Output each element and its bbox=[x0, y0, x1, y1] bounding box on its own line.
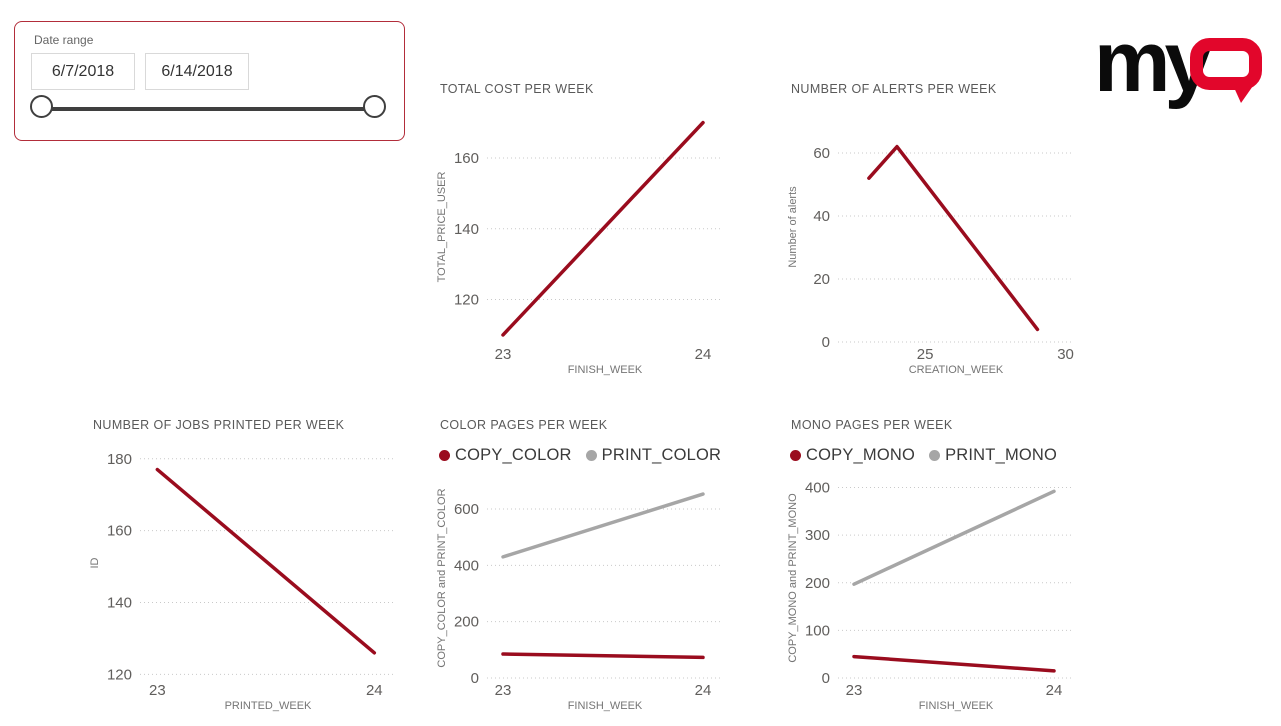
svg-text:160: 160 bbox=[454, 150, 479, 167]
date-range-slicer: Date range bbox=[14, 21, 405, 141]
svg-text:23: 23 bbox=[846, 682, 863, 699]
end-date-input[interactable] bbox=[145, 53, 249, 90]
chart-mono-pages-per-week: MONO PAGES PER WEEK COPY_MONO PRINT_MONO … bbox=[783, 418, 1084, 714]
svg-text:24: 24 bbox=[695, 346, 712, 363]
start-date-input[interactable] bbox=[31, 53, 135, 90]
svg-text:TOTAL_PRICE_USER: TOTAL_PRICE_USER bbox=[436, 172, 448, 283]
svg-text:Number of alerts: Number of alerts bbox=[787, 186, 799, 268]
legend-dot-icon bbox=[790, 449, 801, 461]
legend-item[interactable]: PRINT_COLOR bbox=[585, 445, 722, 465]
svg-text:PRINTED_WEEK: PRINTED_WEEK bbox=[225, 700, 312, 712]
svg-text:200: 200 bbox=[805, 575, 830, 592]
svg-text:23: 23 bbox=[495, 346, 512, 363]
svg-text:24: 24 bbox=[366, 682, 383, 699]
svg-text:140: 140 bbox=[107, 595, 132, 612]
svg-text:23: 23 bbox=[149, 682, 166, 699]
date-slider-track[interactable] bbox=[44, 107, 377, 111]
slicer-label: Date range bbox=[34, 33, 94, 47]
legend-dot-icon bbox=[929, 449, 941, 461]
chart-plot[interactable]: 0 100 200 300 400 23 24 COPY_MONO and PRINT_MON… bbox=[783, 470, 1084, 714]
svg-text:0: 0 bbox=[822, 334, 830, 351]
chart-plot[interactable]: 120 140 160 23 24 TOTAL_PRICE_USER FINISH_WEEK bbox=[432, 104, 733, 378]
legend-item[interactable]: PRINT_MONO bbox=[929, 446, 1057, 465]
svg-text:FINISH_WEEK: FINISH_WEEK bbox=[568, 700, 643, 712]
myq-logo: my bbox=[1094, 14, 1272, 109]
chart-legend: COPY_MONO PRINT_MONO bbox=[783, 440, 1084, 470]
svg-text:400: 400 bbox=[805, 480, 830, 497]
myq-logo-q-icon bbox=[1190, 38, 1262, 103]
legend-item[interactable]: COPY_COLOR bbox=[439, 446, 572, 465]
legend-label: PRINT_COLOR bbox=[601, 445, 722, 464]
date-slider-handle-right[interactable] bbox=[363, 95, 386, 118]
chart-plot[interactable]: 0 20 40 60 25 30 Number of alerts CREATION_WEEK bbox=[783, 104, 1084, 378]
chart-title: NUMBER OF JOBS PRINTED PER WEEK bbox=[93, 418, 345, 432]
svg-text:120: 120 bbox=[107, 666, 132, 683]
svg-text:40: 40 bbox=[813, 208, 830, 225]
svg-text:600: 600 bbox=[454, 501, 479, 518]
svg-text:180: 180 bbox=[107, 451, 132, 468]
chart-title: COLOR PAGES PER WEEK bbox=[440, 418, 608, 432]
legend-dot-icon bbox=[439, 449, 450, 461]
svg-text:300: 300 bbox=[805, 527, 830, 544]
svg-text:24: 24 bbox=[695, 682, 712, 699]
svg-text:140: 140 bbox=[454, 221, 479, 238]
chart-title: TOTAL COST PER WEEK bbox=[440, 82, 594, 96]
chart-color-pages-per-week: COLOR PAGES PER WEEK COPY_COLOR PRINT_COL… bbox=[432, 418, 733, 714]
svg-text:120: 120 bbox=[454, 292, 479, 309]
svg-text:160: 160 bbox=[107, 523, 132, 540]
chart-jobs-printed-per-week: NUMBER OF JOBS PRINTED PER WEEK 120 140 16… bbox=[85, 418, 406, 714]
svg-text:60: 60 bbox=[813, 145, 830, 162]
chart-title: NUMBER OF ALERTS PER WEEK bbox=[791, 82, 997, 96]
chart-total-cost-per-week: TOTAL COST PER WEEK 120 140 160 23 24 TOTAL_P… bbox=[432, 82, 733, 378]
chart-legend: COPY_COLOR PRINT_COLOR bbox=[432, 440, 733, 470]
svg-text:COPY_MONO and PRINT_MONO: COPY_MONO and PRINT_MONO bbox=[787, 493, 799, 663]
svg-text:FINISH_WEEK: FINISH_WEEK bbox=[919, 700, 994, 712]
svg-text:ID: ID bbox=[89, 557, 101, 568]
chart-title: MONO PAGES PER WEEK bbox=[791, 418, 953, 432]
svg-text:25: 25 bbox=[917, 346, 934, 363]
svg-text:24: 24 bbox=[1046, 682, 1063, 699]
svg-text:400: 400 bbox=[454, 557, 479, 574]
legend-dot-icon bbox=[585, 449, 597, 461]
legend-label: COPY_COLOR bbox=[455, 445, 572, 464]
chart-plot[interactable]: 0 200 400 600 23 24 COPY_COLOR and PRINT_COLOR… bbox=[432, 470, 733, 714]
chart-alerts-per-week: NUMBER OF ALERTS PER WEEK 0 20 40 60 25 30 Num… bbox=[783, 82, 1084, 378]
svg-text:COPY_COLOR and PRINT_COLOR: COPY_COLOR and PRINT_COLOR bbox=[436, 488, 448, 667]
svg-text:0: 0 bbox=[471, 670, 479, 687]
svg-text:0: 0 bbox=[822, 670, 830, 687]
svg-text:100: 100 bbox=[805, 622, 830, 639]
svg-text:23: 23 bbox=[495, 682, 512, 699]
svg-text:CREATION_WEEK: CREATION_WEEK bbox=[909, 364, 1004, 376]
svg-text:30: 30 bbox=[1057, 346, 1074, 363]
svg-text:200: 200 bbox=[454, 614, 479, 631]
svg-text:20: 20 bbox=[813, 271, 830, 288]
svg-text:FINISH_WEEK: FINISH_WEEK bbox=[568, 364, 643, 376]
legend-label: COPY_MONO bbox=[806, 445, 916, 464]
chart-plot[interactable]: 120 140 160 180 23 24 ID PRINTED_WEEK bbox=[85, 440, 406, 714]
legend-label: PRINT_MONO bbox=[945, 445, 1058, 464]
legend-item[interactable]: COPY_MONO bbox=[790, 446, 915, 465]
date-slider-handle-left[interactable] bbox=[30, 95, 53, 118]
